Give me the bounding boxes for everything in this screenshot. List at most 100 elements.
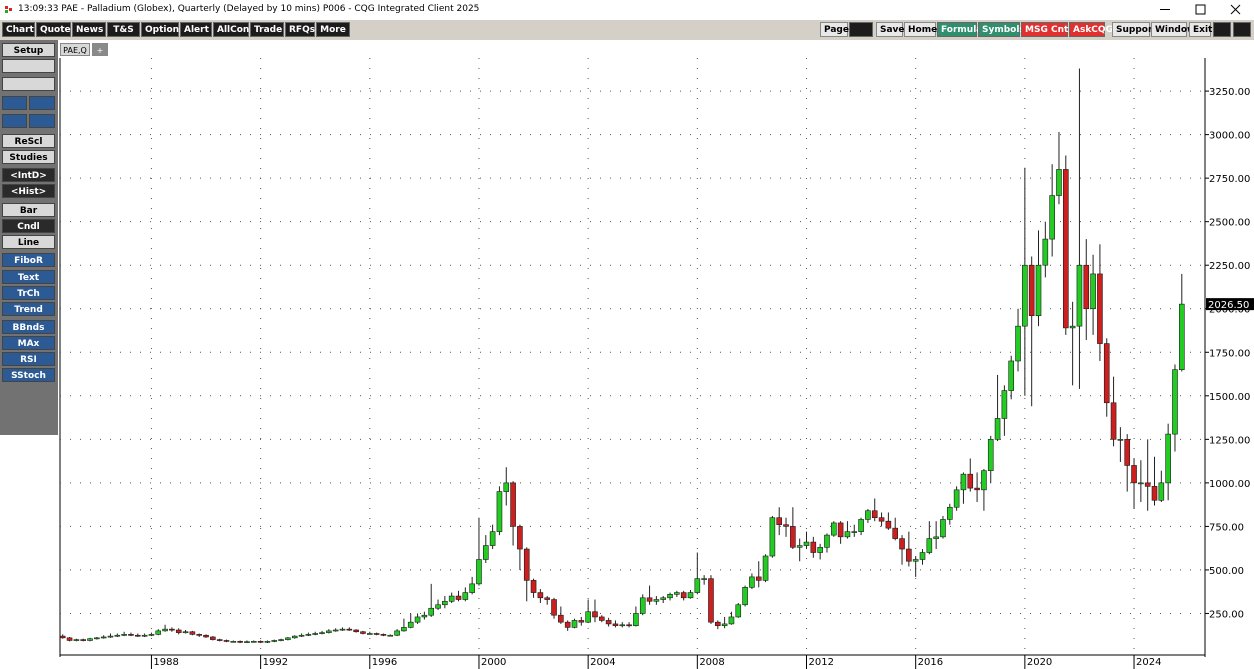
new-tab-button[interactable]: + [92,43,108,56]
candle-body [1015,325,1021,362]
candle-body [919,552,926,560]
candle-body [312,633,319,635]
candle-body [244,641,250,643]
sidebar-button[interactable]: ReScl [2,134,55,148]
sidebar-button[interactable]: Trend [2,302,55,316]
candle-body [87,638,93,641]
candle-body [612,623,619,626]
sidebar-icon-button[interactable] [2,77,55,91]
candle-body [319,632,325,634]
sidebar-icon-button[interactable] [2,114,27,128]
chart-tab[interactable]: PAE,Q [60,43,90,56]
toolbar-button[interactable]: AllCon [213,22,249,37]
candle-body [633,613,639,626]
toolbar-button[interactable]: Alert [180,22,212,37]
candle-body [639,597,646,614]
candle-body [66,637,73,641]
y-tick-label: 3250.00 [1209,87,1250,98]
candle-body [285,637,291,640]
candle-body [394,630,400,636]
sidebar-button[interactable]: Bar [2,203,55,217]
candle-body [680,592,687,599]
candle-body [1165,433,1171,484]
toolbar-button[interactable]: RFQs [285,22,315,37]
sidebar-empty [0,435,58,669]
toolbar-button[interactable]: AskCQG [1069,22,1113,37]
candle-body [503,482,510,492]
toolbar-button[interactable]: Symbols [978,22,1025,37]
candle-body [230,641,237,643]
candle-body [1151,486,1158,501]
toolbar-button[interactable]: Home [904,22,937,37]
sidebar-button[interactable]: Text [2,270,55,284]
candle-body [940,519,946,538]
sidebar-button[interactable]: Studies [2,150,55,164]
candle-body [1028,264,1035,317]
candle-body [796,545,803,548]
sidebar-button[interactable]: Line [2,235,55,249]
sidebar-button[interactable]: BBnds [2,320,55,334]
candle-body [250,641,257,643]
toolbar-button[interactable]: More [316,22,350,37]
maximize-button[interactable] [1195,4,1206,15]
toolbar-button[interactable]: Chart [2,22,35,37]
candle-body [721,623,728,626]
candle-body [121,634,127,636]
candle-body [899,538,905,550]
sidebar-button[interactable]: Cndl [2,219,55,233]
candle-body [401,627,407,632]
sidebar-button[interactable]: RSI [2,352,55,366]
sidebar-button[interactable]: FiboR [2,253,55,267]
candle-body [878,517,885,522]
window-controls [1160,4,1241,15]
toolbar-button[interactable]: Trade [250,22,284,37]
candle-body [1049,195,1055,240]
toolbar-button[interactable]: T&S [107,22,140,37]
sidebar-icon-button[interactable] [2,96,27,110]
candle-body [469,583,475,593]
toolbar-button[interactable]: Formula [937,22,982,37]
x-tick-label: 2024 [1136,657,1161,668]
close-button[interactable] [1230,4,1241,15]
candle-body [1144,482,1151,487]
toolbar-button[interactable]: Window [1151,22,1195,37]
candle-body [830,522,837,536]
toolbar-icon-button[interactable] [1213,22,1231,37]
toolbar-button[interactable]: Quote [36,22,71,37]
toolbar-icon-button[interactable] [1233,22,1251,37]
sidebar-icon-button[interactable] [29,96,55,110]
candle-body [694,578,701,593]
sidebar-icon-button[interactable] [2,59,55,73]
toolbar-button[interactable]: Options [141,22,184,37]
toolbar-button[interactable]: Support [1112,22,1157,37]
toolbar-button[interactable]: Save [876,22,905,37]
toolbar-button[interactable]: Page [820,22,849,37]
sidebar-button[interactable]: Setup [2,43,55,57]
toolbar-button[interactable]: MSG Cntr [1021,22,1073,37]
x-tick-label: 2016 [918,657,943,668]
candle-body [1178,303,1185,370]
toolbar-button[interactable]: Exit [1189,22,1212,37]
candle-body [987,439,994,471]
candle-body [660,597,667,600]
sidebar-button[interactable]: <Hist> [2,184,55,198]
toolbar-icon-button[interactable] [849,22,873,37]
candle-body [892,527,899,539]
sidebar-button[interactable]: TrCh [2,286,55,300]
candle-body [134,634,141,637]
sidebar-button[interactable]: SStoch [2,368,55,382]
candle-body [360,631,366,634]
candle-body [1110,402,1117,440]
candle-body [1097,273,1103,344]
candle-body [926,538,933,553]
candle-body [332,629,339,632]
candle-body [1056,169,1062,196]
candle-body [489,531,496,546]
sidebar-button[interactable]: <IntD> [2,168,55,182]
x-tick-label: 1992 [263,657,288,668]
candle-body [626,624,632,627]
candle-body [708,578,714,623]
sidebar-icon-button[interactable] [29,114,55,128]
toolbar-button[interactable]: News [72,22,106,37]
sidebar-button[interactable]: MAx [2,336,55,350]
